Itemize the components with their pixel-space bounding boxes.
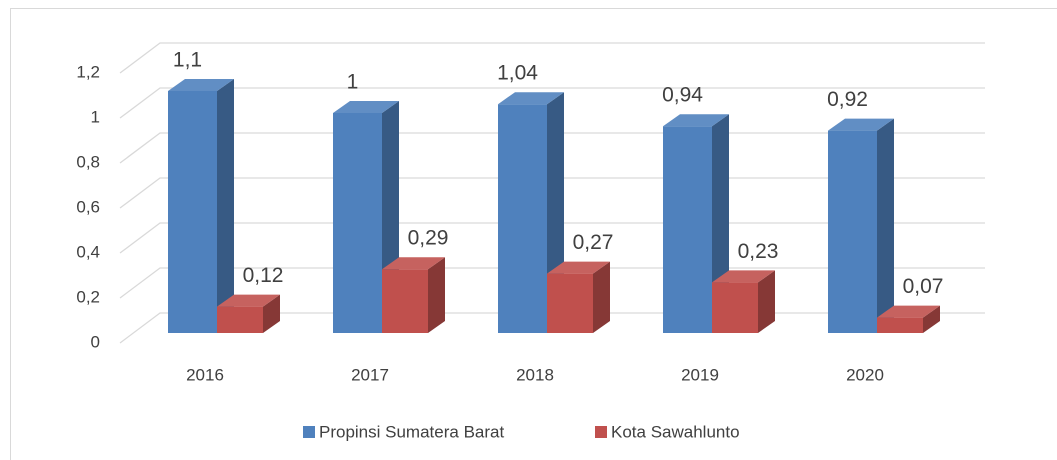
bar-face <box>547 261 610 274</box>
data-label: 1,04 <box>497 62 538 85</box>
bar-face <box>712 282 758 333</box>
data-label: 0,94 <box>662 84 703 107</box>
bar-face <box>828 130 877 333</box>
bar-face <box>168 79 234 91</box>
bar-face <box>593 261 610 333</box>
bar-face <box>712 270 775 283</box>
legend-label: Propinsi Sumatera Barat <box>319 422 504 441</box>
y-tick-label: 1,2 <box>76 62 100 81</box>
bar-face <box>923 305 940 333</box>
data-label: 1 <box>347 71 359 94</box>
bar <box>712 270 775 333</box>
bar-face <box>663 126 712 333</box>
data-label: 0,29 <box>408 227 449 250</box>
bar-face <box>877 305 940 318</box>
bar-face <box>217 306 263 333</box>
bar <box>168 79 234 333</box>
legend-swatch <box>595 426 607 438</box>
bar <box>877 305 940 333</box>
data-label: 0,12 <box>243 264 284 287</box>
x-tick-label: 2017 <box>351 365 389 384</box>
y-tick-label: 0,4 <box>76 242 100 261</box>
data-label: 1,1 <box>173 49 202 72</box>
data-label: 0,92 <box>827 88 868 111</box>
bar-face <box>382 257 445 270</box>
legend-swatch <box>303 426 315 438</box>
grid-line <box>119 87 985 119</box>
bar-face <box>168 91 217 333</box>
bar-face <box>877 118 894 333</box>
legend-label: Kota Sawahlunto <box>611 422 740 441</box>
data-label: 0,27 <box>573 231 614 254</box>
x-tick-label: 2019 <box>681 365 719 384</box>
y-tick-label: 0,8 <box>76 152 100 171</box>
data-label: 0,07 <box>903 275 944 298</box>
bar-face <box>663 114 729 127</box>
bar-face <box>217 294 280 307</box>
y-tick-label: 0,6 <box>76 197 100 216</box>
y-tick-label: 0 <box>91 332 100 351</box>
bar-face <box>828 118 894 131</box>
bar <box>547 261 610 333</box>
bar <box>828 118 894 333</box>
x-tick-label: 2018 <box>516 365 554 384</box>
bar-face <box>498 104 547 333</box>
bar-face <box>333 113 382 333</box>
grid-line <box>119 42 985 74</box>
bar-face <box>547 273 593 333</box>
x-tick-label: 2016 <box>186 365 224 384</box>
bar-face <box>333 101 399 113</box>
bar-face <box>217 79 234 333</box>
bar-face <box>877 317 923 333</box>
bar <box>217 294 280 333</box>
bar-face <box>758 270 775 333</box>
bar-face <box>263 294 280 333</box>
y-tick-label: 1 <box>91 107 100 126</box>
data-label: 0,23 <box>738 240 779 263</box>
bar-face <box>428 257 445 333</box>
x-tick-label: 2020 <box>846 365 884 384</box>
bar <box>382 257 445 333</box>
bar-face <box>498 92 564 105</box>
chart-frame <box>10 8 1057 460</box>
bar-face <box>382 269 428 333</box>
y-tick-label: 0,2 <box>76 287 100 306</box>
